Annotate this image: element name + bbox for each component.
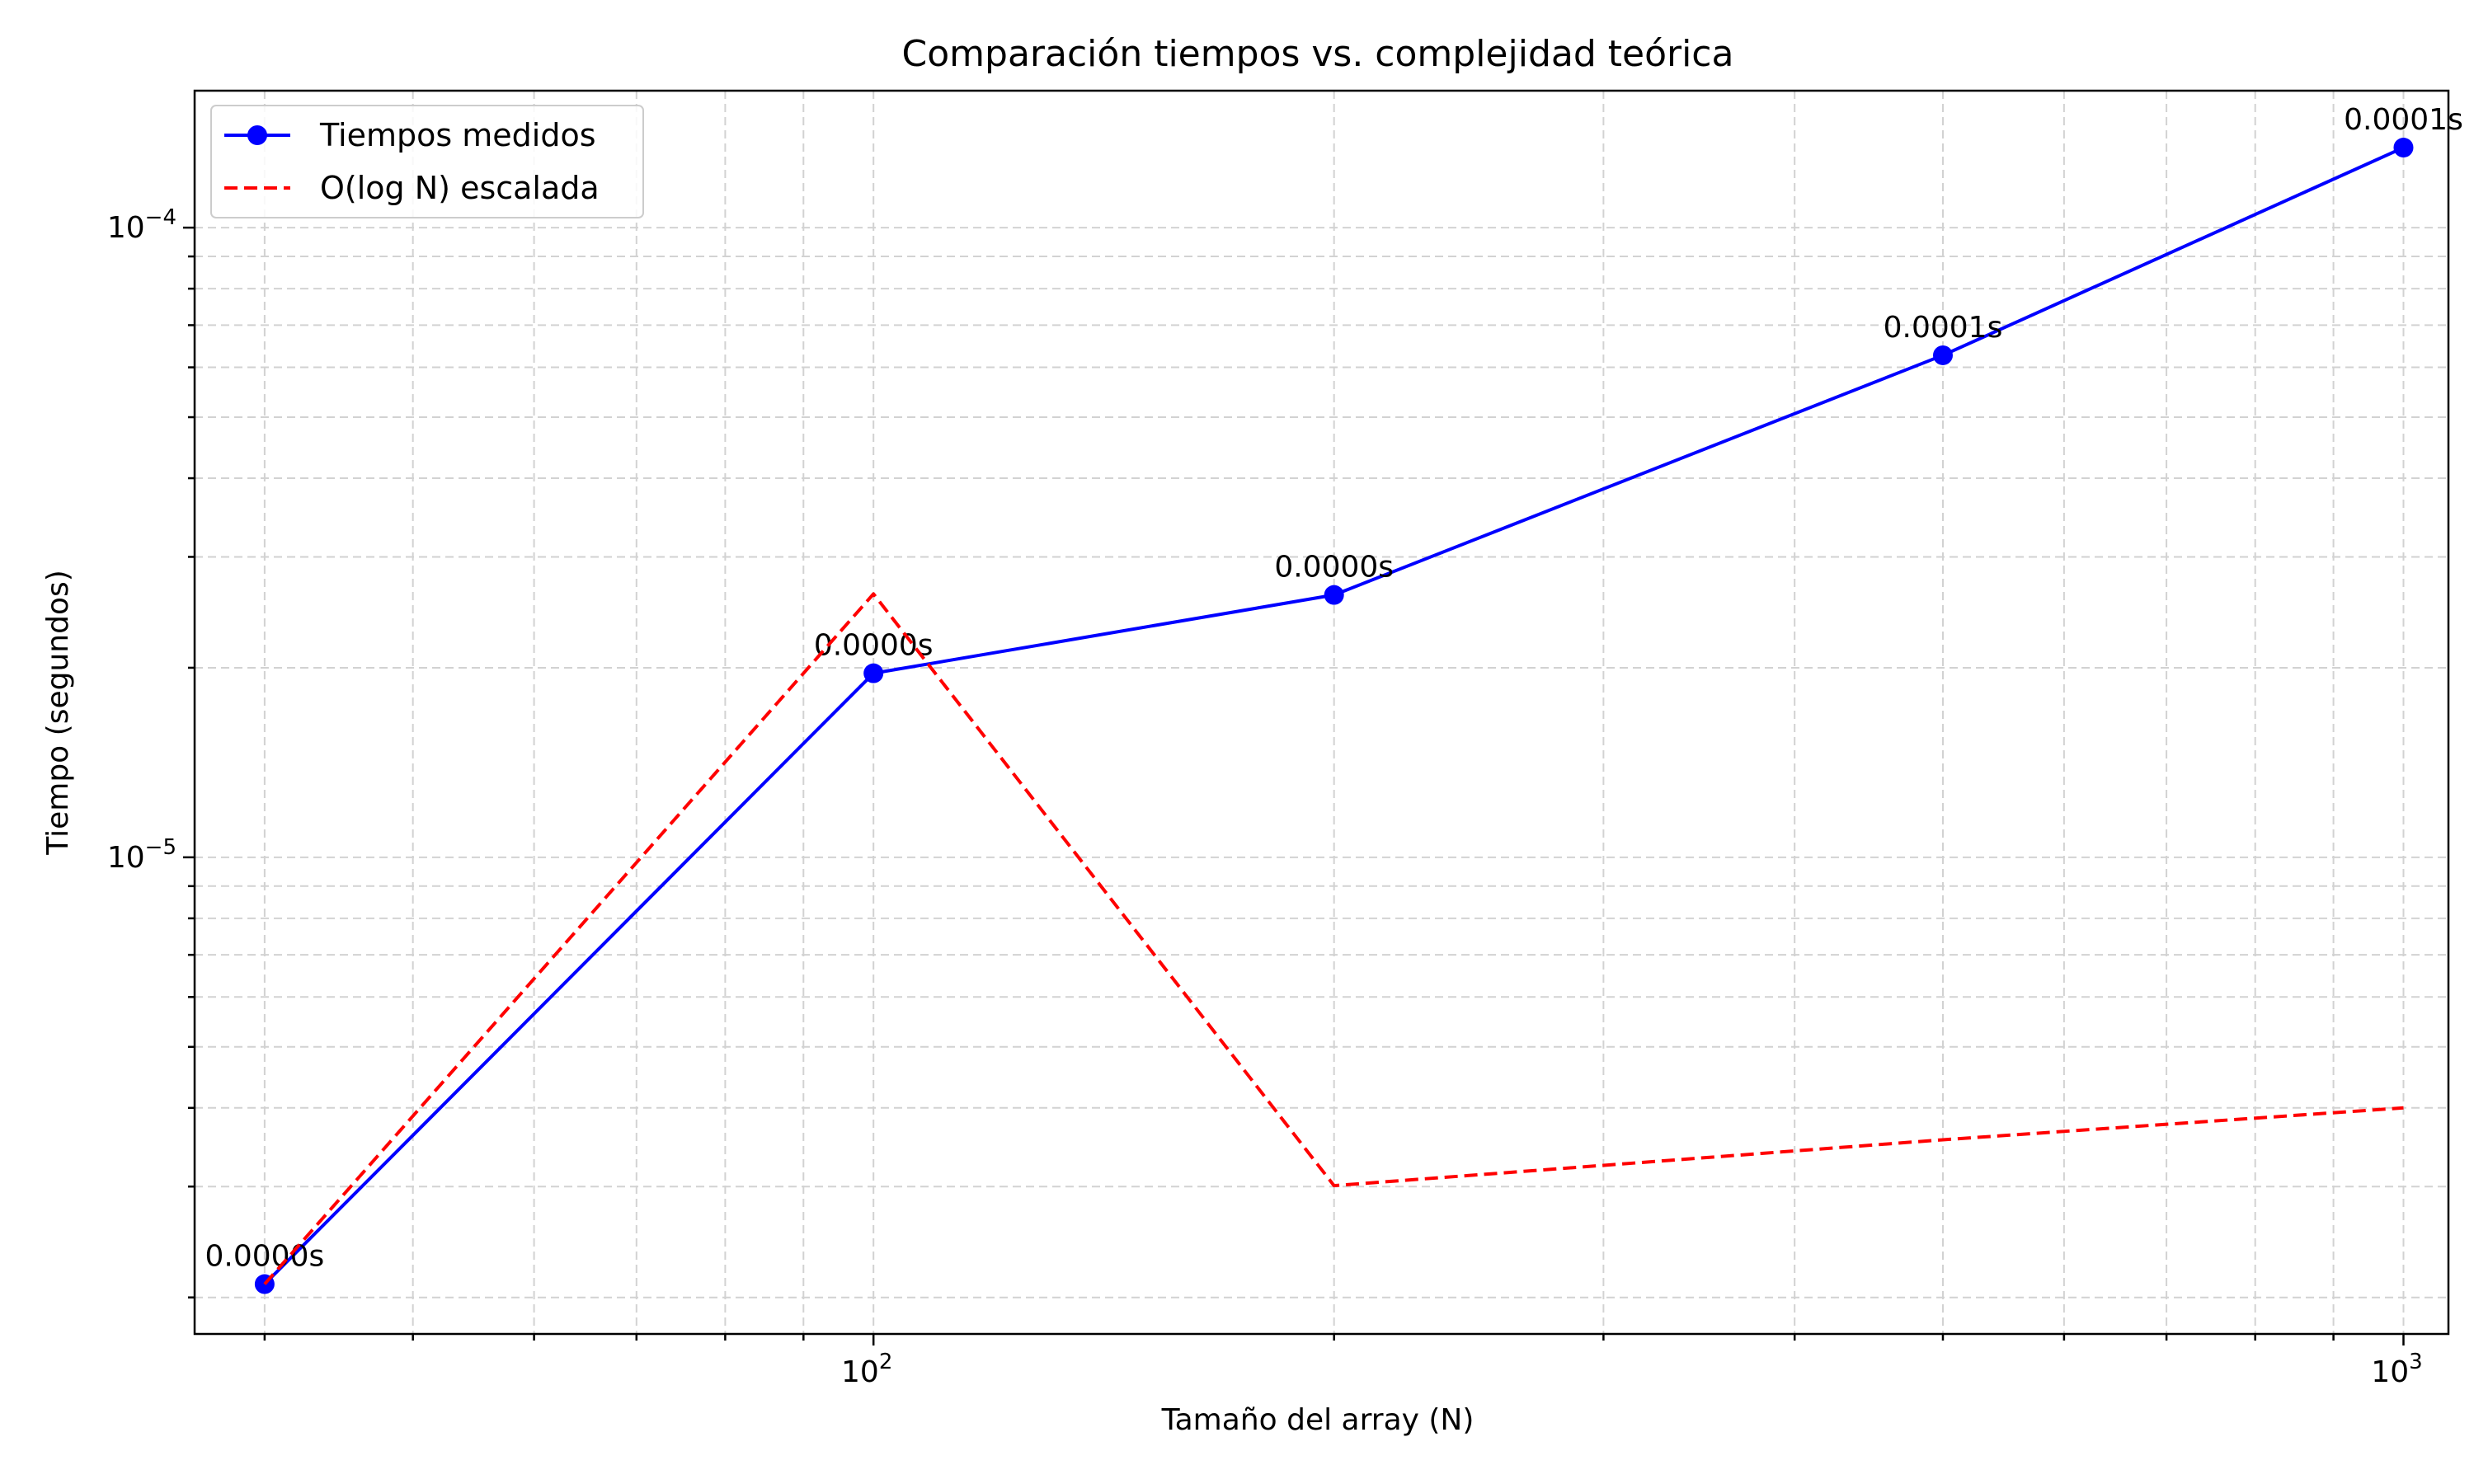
data-point [1932,345,1953,365]
data-label: 0.0001s [1884,311,2003,345]
legend-box [210,105,644,218]
plot-frame [193,89,2450,1336]
axis-ticks: 102 103 10−5 10−4 [107,205,2423,1389]
data-label: 0.0000s [1274,551,1394,585]
y-axis-label: Tiempo (segundos) [41,570,75,856]
data-point [1324,585,1344,605]
data-label: 0.0000s [814,629,934,663]
data-label: 0.0000s [205,1240,325,1274]
y-tick-label: 10−5 [107,835,176,875]
data-point [2393,138,2414,158]
legend: Tiempos medidos O(log N) escalada [210,105,644,218]
legend-label-tiempos: Tiempos medidos [319,117,596,153]
series-line-olog-escalada [263,592,2404,1285]
x-tick-label: 102 [841,1350,892,1389]
data-point [863,663,884,683]
x-axis-label: Tamaño del array (N) [1161,1403,1475,1437]
y-tick-label: 10−4 [107,205,176,245]
x-tick-label: 103 [2371,1350,2422,1389]
legend-marker-tiempos [247,125,267,145]
grid-lines [195,91,2448,1334]
legend-label-olog: O(log N) escalada [320,170,600,206]
data-label: 0.0001s [2344,103,2463,137]
series-group: 0.0000s 0.0000s 0.0000s 0.0001s 0.0001s [205,103,2463,1294]
chart-title: Comparación tiempos vs. complejidad teór… [902,33,1734,75]
